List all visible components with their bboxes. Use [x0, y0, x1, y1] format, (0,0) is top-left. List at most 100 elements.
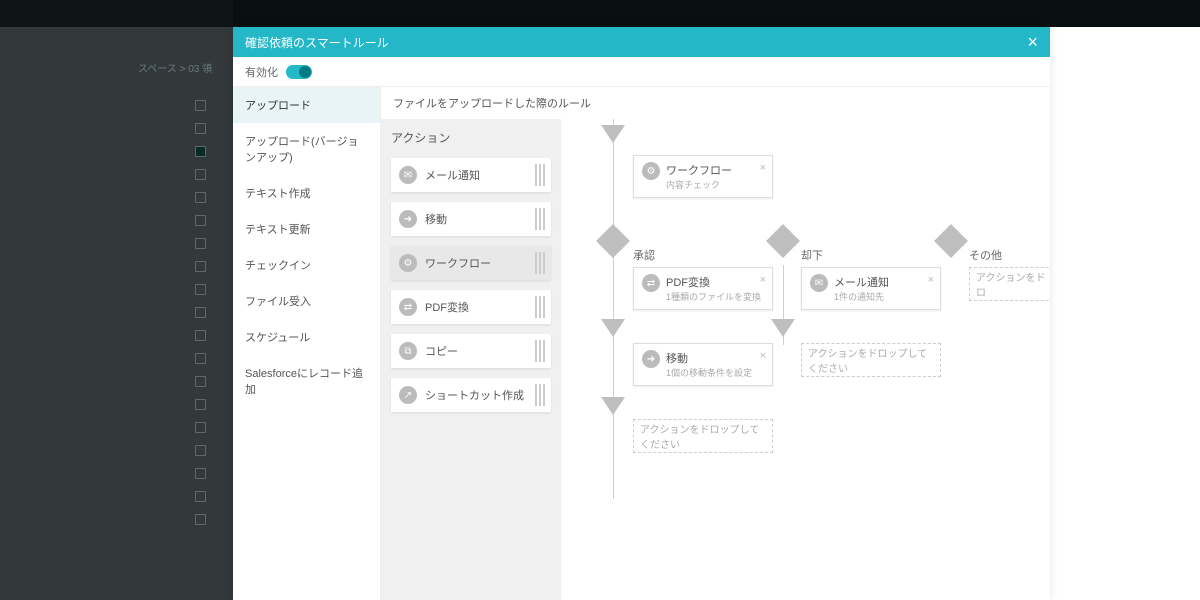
bg-checkbox	[195, 353, 206, 364]
remove-icon[interactable]: ×	[760, 274, 766, 286]
move-icon: ➜	[399, 210, 417, 228]
modal-title: 確認依頼のスマートルール	[245, 34, 389, 51]
grip-icon	[535, 384, 547, 406]
pdf-icon: ⇄	[399, 298, 417, 316]
flow-card-title: メール通知	[834, 274, 889, 290]
bg-checkbox	[195, 146, 206, 157]
action-label: コピー	[425, 343, 458, 359]
funnel-icon	[771, 319, 795, 337]
bg-checkbox	[195, 307, 206, 318]
bg-checkbox	[195, 238, 206, 249]
bg-checkbox	[195, 399, 206, 410]
smart-rule-modal: 確認依頼のスマートルール × 有効化 アップロード アップロード(バージョンアッ…	[233, 27, 1050, 600]
sidebar-item-checkin[interactable]: チェックイン	[233, 247, 380, 283]
bg-checkbox	[195, 284, 206, 295]
action-pdf[interactable]: ⇄ PDF変換	[391, 290, 551, 324]
flow-card-title: ワークフロー	[666, 162, 732, 178]
move-icon: ➜	[642, 350, 660, 368]
action-mail[interactable]: ✉ メール通知	[391, 158, 551, 192]
drop-zone[interactable]: アクションをドロップしてください	[633, 419, 773, 453]
branch-approve: 承認	[633, 247, 655, 263]
flow-card-sub: 1個の移動条件を設定	[666, 366, 752, 379]
bg-checkbox	[195, 169, 206, 180]
grip-icon	[535, 164, 547, 186]
action-label: PDF変換	[425, 299, 469, 315]
flow-card-sub: 1件の通知先	[834, 290, 889, 303]
background-checklist	[195, 100, 225, 525]
action-move[interactable]: ➜ 移動	[391, 202, 551, 236]
modal-body: アップロード アップロード(バージョンアップ) テキスト作成 テキスト更新 チェ…	[233, 87, 1050, 600]
workflow-icon: ⚙	[399, 254, 417, 272]
action-workflow[interactable]: ⚙ ワークフロー	[391, 246, 551, 280]
action-label: 移動	[425, 211, 447, 227]
flow-canvas[interactable]: ⚙ ワークフロー 内容チェック × 承認 却下 その他	[561, 119, 1050, 600]
close-icon[interactable]: ×	[1027, 32, 1038, 53]
shortcut-icon: ↗	[399, 386, 417, 404]
branch-other: その他	[969, 247, 1002, 263]
flow-card-move[interactable]: ➜ 移動 1個の移動条件を設定 ×	[633, 343, 773, 386]
bg-checkbox	[195, 376, 206, 387]
bg-checkbox	[195, 445, 206, 456]
bg-checkbox	[195, 330, 206, 341]
action-label: メール通知	[425, 167, 480, 183]
enable-row: 有効化	[233, 57, 1050, 87]
drop-zone[interactable]: アクションをドロップしてください	[801, 343, 941, 377]
flow-card-title: 移動	[666, 350, 752, 366]
enable-label: 有効化	[245, 64, 278, 80]
columns: アクション ✉ メール通知 ➜ 移動 ⚙ ワークフロー	[381, 119, 1050, 600]
bg-checkbox	[195, 514, 206, 525]
flow-card-workflow[interactable]: ⚙ ワークフロー 内容チェック ×	[633, 155, 773, 198]
flow-line	[613, 119, 614, 499]
bg-checkbox	[195, 422, 206, 433]
action-palette: アクション ✉ メール通知 ➜ 移動 ⚙ ワークフロー	[381, 119, 561, 600]
bg-checkbox	[195, 491, 206, 502]
flow-card-pdf[interactable]: ⇄ PDF変換 1種類のファイルを変換 ×	[633, 267, 773, 310]
breadcrumb: スペース > 03 領	[138, 60, 212, 75]
main-area: ファイルをアップロードした際のルール アクション ✉ メール通知 ➜ 移動	[381, 87, 1050, 600]
action-label: ワークフロー	[425, 255, 491, 271]
sidebar-item-upload[interactable]: アップロード	[233, 87, 380, 123]
funnel-icon	[601, 125, 625, 143]
grip-icon	[535, 252, 547, 274]
sidebar-item-text-create[interactable]: テキスト作成	[233, 175, 380, 211]
remove-icon[interactable]: ×	[760, 162, 766, 174]
action-copy[interactable]: ⧉ コピー	[391, 334, 551, 368]
action-heading: アクション	[391, 129, 551, 146]
bg-checkbox	[195, 468, 206, 479]
sidebar-item-text-update[interactable]: テキスト更新	[233, 211, 380, 247]
bg-checkbox	[195, 100, 206, 111]
action-label: ショートカット作成	[425, 387, 524, 403]
diamond-icon	[596, 224, 630, 258]
modal-header: 確認依頼のスマートルール ×	[233, 27, 1050, 57]
sidebar-item-file-receive[interactable]: ファイル受入	[233, 283, 380, 319]
flow-card-sub: 内容チェック	[666, 178, 732, 191]
bg-checkbox	[195, 261, 206, 272]
enable-toggle[interactable]	[286, 65, 312, 79]
sidebar-item-upload-version[interactable]: アップロード(バージョンアップ)	[233, 123, 380, 175]
mail-icon: ✉	[810, 274, 828, 292]
trigger-sidebar: アップロード アップロード(バージョンアップ) テキスト作成 テキスト更新 チェ…	[233, 87, 381, 600]
funnel-icon	[601, 319, 625, 337]
rule-title: ファイルをアップロードした際のルール	[381, 87, 1050, 119]
remove-icon[interactable]: ×	[760, 350, 766, 362]
grip-icon	[535, 340, 547, 362]
drop-zone[interactable]: アクションをドロ	[969, 267, 1050, 301]
grip-icon	[535, 208, 547, 230]
workflow-icon: ⚙	[642, 162, 660, 180]
bg-checkbox	[195, 192, 206, 203]
diamond-icon	[766, 224, 800, 258]
bg-checkbox	[195, 123, 206, 134]
flow-card-title: PDF変換	[666, 274, 761, 290]
remove-icon[interactable]: ×	[928, 274, 934, 286]
action-shortcut[interactable]: ↗ ショートカット作成	[391, 378, 551, 412]
grip-icon	[535, 296, 547, 318]
mail-icon: ✉	[399, 166, 417, 184]
flow-card-mail[interactable]: ✉ メール通知 1件の通知先 ×	[801, 267, 941, 310]
sidebar-item-salesforce[interactable]: Salesforceにレコード追加	[233, 355, 380, 407]
diamond-icon	[934, 224, 968, 258]
flow-card-sub: 1種類のファイルを変換	[666, 290, 761, 303]
funnel-icon	[601, 397, 625, 415]
copy-icon: ⧉	[399, 342, 417, 360]
sidebar-item-schedule[interactable]: スケジュール	[233, 319, 380, 355]
bg-checkbox	[195, 215, 206, 226]
